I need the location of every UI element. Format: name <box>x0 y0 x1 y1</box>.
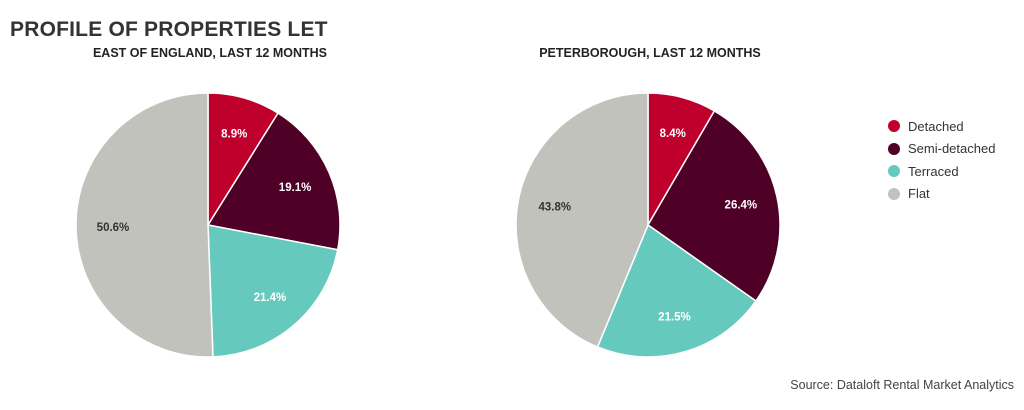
data-label-peterborough-terraced: 21.5% <box>658 311 691 323</box>
legend-item-terraced: Terraced <box>888 160 995 183</box>
chart-title-east-of-england: EAST OF ENGLAND, LAST 12 MONTHS <box>92 46 328 60</box>
data-label-east-of-england-semi-detached: 19.1% <box>279 182 312 194</box>
legend-label-semi-detached: Semi-detached <box>908 141 996 157</box>
slice-peterborough-terraced <box>596 223 757 358</box>
data-label-peterborough-semi-detached: 26.4% <box>725 200 758 212</box>
source-note: Source: Dataloft Rental Market Analytics <box>790 378 1014 392</box>
slice-east-of-england-flat <box>75 92 214 358</box>
legend-swatch-flat <box>888 187 900 200</box>
data-label-east-of-england-flat: 50.6% <box>97 222 130 234</box>
data-label-east-of-england-terraced: 21.4% <box>254 292 287 304</box>
legend-label-flat: Flat <box>908 186 930 202</box>
slice-peterborough-semi-detached <box>647 109 781 303</box>
slice-east-of-england-terraced <box>207 224 339 358</box>
legend-item-flat: Flat <box>888 183 995 206</box>
chart-title-peterborough: PETERBOROUGH, LAST 12 MONTHS <box>539 46 761 60</box>
legend-label-terraced: Terraced <box>908 163 959 179</box>
pie-peterborough: 8.4% 26.4% 21.5% 43.8% <box>515 92 781 358</box>
slice-peterborough-flat <box>515 92 649 348</box>
pie-east-of-england: 8.9% 19.1% 21.4% 50.6% <box>75 92 341 358</box>
data-label-east-of-england-detached: 8.9% <box>221 129 247 141</box>
page-title: PROFILE OF PROPERTIES LET <box>10 18 328 41</box>
legend: Detached Semi-detached Terraced Flat <box>888 115 995 205</box>
legend-swatch-terraced <box>888 165 900 178</box>
legend-label-detached: Detached <box>908 118 964 134</box>
legend-swatch-semi-detached <box>888 142 900 155</box>
legend-swatch-detached <box>888 120 900 133</box>
data-label-peterborough-flat: 43.8% <box>538 201 571 213</box>
legend-item-semi-detached: Semi-detached <box>888 138 995 161</box>
slice-east-of-england-semi-detached <box>206 112 341 251</box>
legend-item-detached: Detached <box>888 115 995 138</box>
data-label-peterborough-detached: 8.4% <box>660 128 686 140</box>
